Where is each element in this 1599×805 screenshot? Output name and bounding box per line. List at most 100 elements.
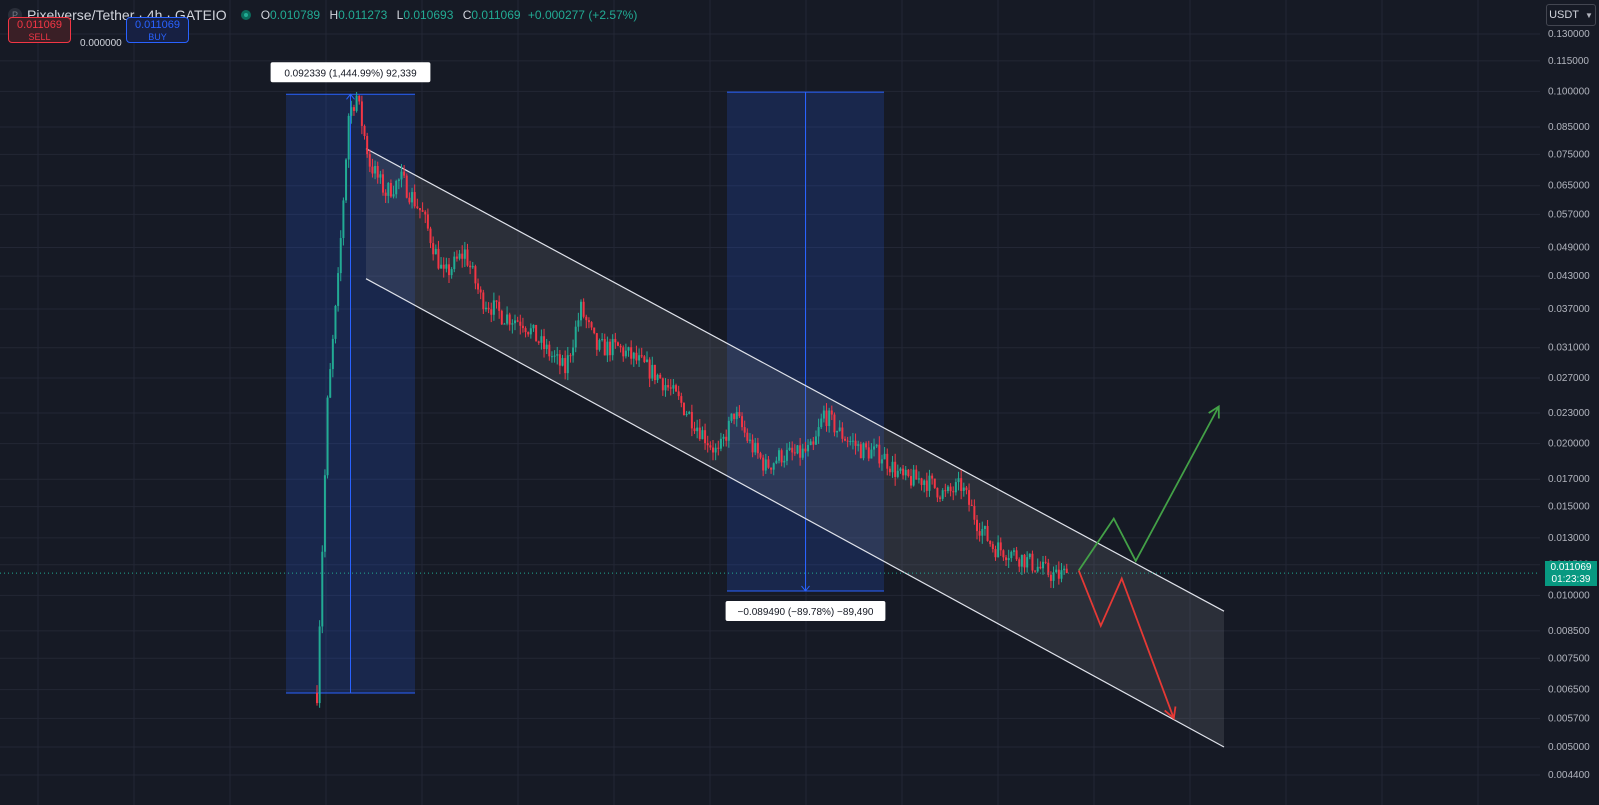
sell-button[interactable]: 0.011069 SELL xyxy=(8,17,71,43)
candle-body xyxy=(970,504,973,506)
candle-body xyxy=(965,487,968,491)
candle-body xyxy=(545,344,548,349)
candle-body xyxy=(1034,570,1037,572)
candle-body xyxy=(894,461,897,477)
candle-body xyxy=(883,453,886,460)
candle-body xyxy=(382,174,384,193)
candle-body xyxy=(709,445,712,448)
candle-body xyxy=(994,549,997,558)
candle-body xyxy=(622,347,625,357)
candle-body xyxy=(712,447,714,453)
chart-header: P Pixelverse/Tether · 4h · GATEIO O0.010… xyxy=(8,6,637,24)
candle-body xyxy=(500,310,503,325)
candle-body xyxy=(759,453,762,458)
candle-body xyxy=(952,491,955,493)
candle-body xyxy=(685,413,688,415)
candle-body xyxy=(849,440,852,442)
channel-upper-line xyxy=(365,148,1225,612)
bear-scenario-arrow-head xyxy=(1164,706,1177,721)
currency-select[interactable]: USDT ▼ xyxy=(1546,4,1596,26)
buy-button[interactable]: 0.011069 BUY xyxy=(126,17,189,43)
candle-body xyxy=(886,453,889,469)
candle-body xyxy=(450,269,453,276)
measure-down-tool xyxy=(727,91,884,592)
candle-body xyxy=(891,461,894,473)
candle-body xyxy=(844,438,846,441)
y-tick-label: 0.004400 xyxy=(1548,770,1590,781)
candle-body xyxy=(807,445,810,452)
candle-body xyxy=(841,427,844,439)
candle-body xyxy=(366,136,369,155)
candle-body xyxy=(833,414,836,433)
y-tick-label: 0.017000 xyxy=(1548,474,1590,485)
candle-body xyxy=(603,339,606,356)
candle-body xyxy=(778,450,780,461)
y-tick-label: 0.043000 xyxy=(1548,271,1590,282)
candle-body xyxy=(521,325,524,329)
y-tick-label: 0.006500 xyxy=(1548,685,1590,696)
candle-body xyxy=(569,355,572,357)
candle-body xyxy=(392,194,395,197)
candle-body xyxy=(954,482,957,493)
candle-body xyxy=(925,480,928,491)
y-tick-label: 0.027000 xyxy=(1548,373,1590,384)
candle-body xyxy=(1065,568,1068,574)
candle-body xyxy=(624,350,627,357)
y-tick-label: 0.020000 xyxy=(1548,439,1590,450)
candle-body xyxy=(923,480,926,485)
candle-body xyxy=(487,307,490,310)
candle-body xyxy=(973,505,976,520)
candle-body xyxy=(403,171,406,176)
candle-body xyxy=(1012,550,1015,552)
candle-body xyxy=(706,443,709,446)
candle-body xyxy=(413,192,416,207)
candle-body xyxy=(611,338,614,356)
candle-body xyxy=(574,326,577,348)
candle-body xyxy=(350,107,353,116)
candle-body xyxy=(379,174,382,178)
y-tick-label: 0.037000 xyxy=(1548,304,1590,315)
bear-scenario-arrow-path xyxy=(1077,570,1175,719)
candle-body xyxy=(453,256,456,270)
candle-body xyxy=(762,457,765,471)
candle-body xyxy=(424,211,427,215)
candle-body xyxy=(888,468,891,473)
candle-body xyxy=(540,336,543,343)
candle-body xyxy=(411,192,414,203)
candle-body xyxy=(785,449,788,461)
candle-body xyxy=(672,385,675,389)
candle-body xyxy=(659,374,662,379)
candle-body xyxy=(463,249,466,259)
candle-body xyxy=(455,256,458,259)
candle-body xyxy=(1036,566,1039,572)
candle-body xyxy=(910,476,912,486)
candle-body xyxy=(606,341,609,356)
buy-label: BUY xyxy=(148,32,167,42)
candle-body xyxy=(920,478,923,485)
candle-body xyxy=(667,385,670,388)
candle-body xyxy=(1023,554,1026,568)
candle-body xyxy=(643,356,646,362)
candle-body xyxy=(682,402,685,415)
candle-body xyxy=(896,470,899,477)
candle-body xyxy=(461,253,464,259)
candle-body xyxy=(1026,557,1029,568)
candle-body xyxy=(466,249,469,266)
y-tick-label: 0.015000 xyxy=(1548,502,1590,513)
buy-price: 0.011069 xyxy=(134,19,181,31)
candle-body xyxy=(345,159,348,201)
measure-up-label-box xyxy=(270,62,431,83)
change-value: +0.000277 (+2.57%) xyxy=(527,8,638,22)
candle-body xyxy=(730,413,733,421)
candle-body xyxy=(981,529,984,536)
candle-body xyxy=(690,411,693,429)
y-tick-label: 0.115000 xyxy=(1548,56,1589,67)
measure-down-label-box xyxy=(725,600,886,621)
candle-body xyxy=(498,301,501,311)
candle-body xyxy=(875,444,878,447)
candle-body xyxy=(1042,561,1044,569)
market-open-icon xyxy=(240,10,251,20)
candle-body xyxy=(638,355,641,361)
candle-body xyxy=(580,301,582,321)
